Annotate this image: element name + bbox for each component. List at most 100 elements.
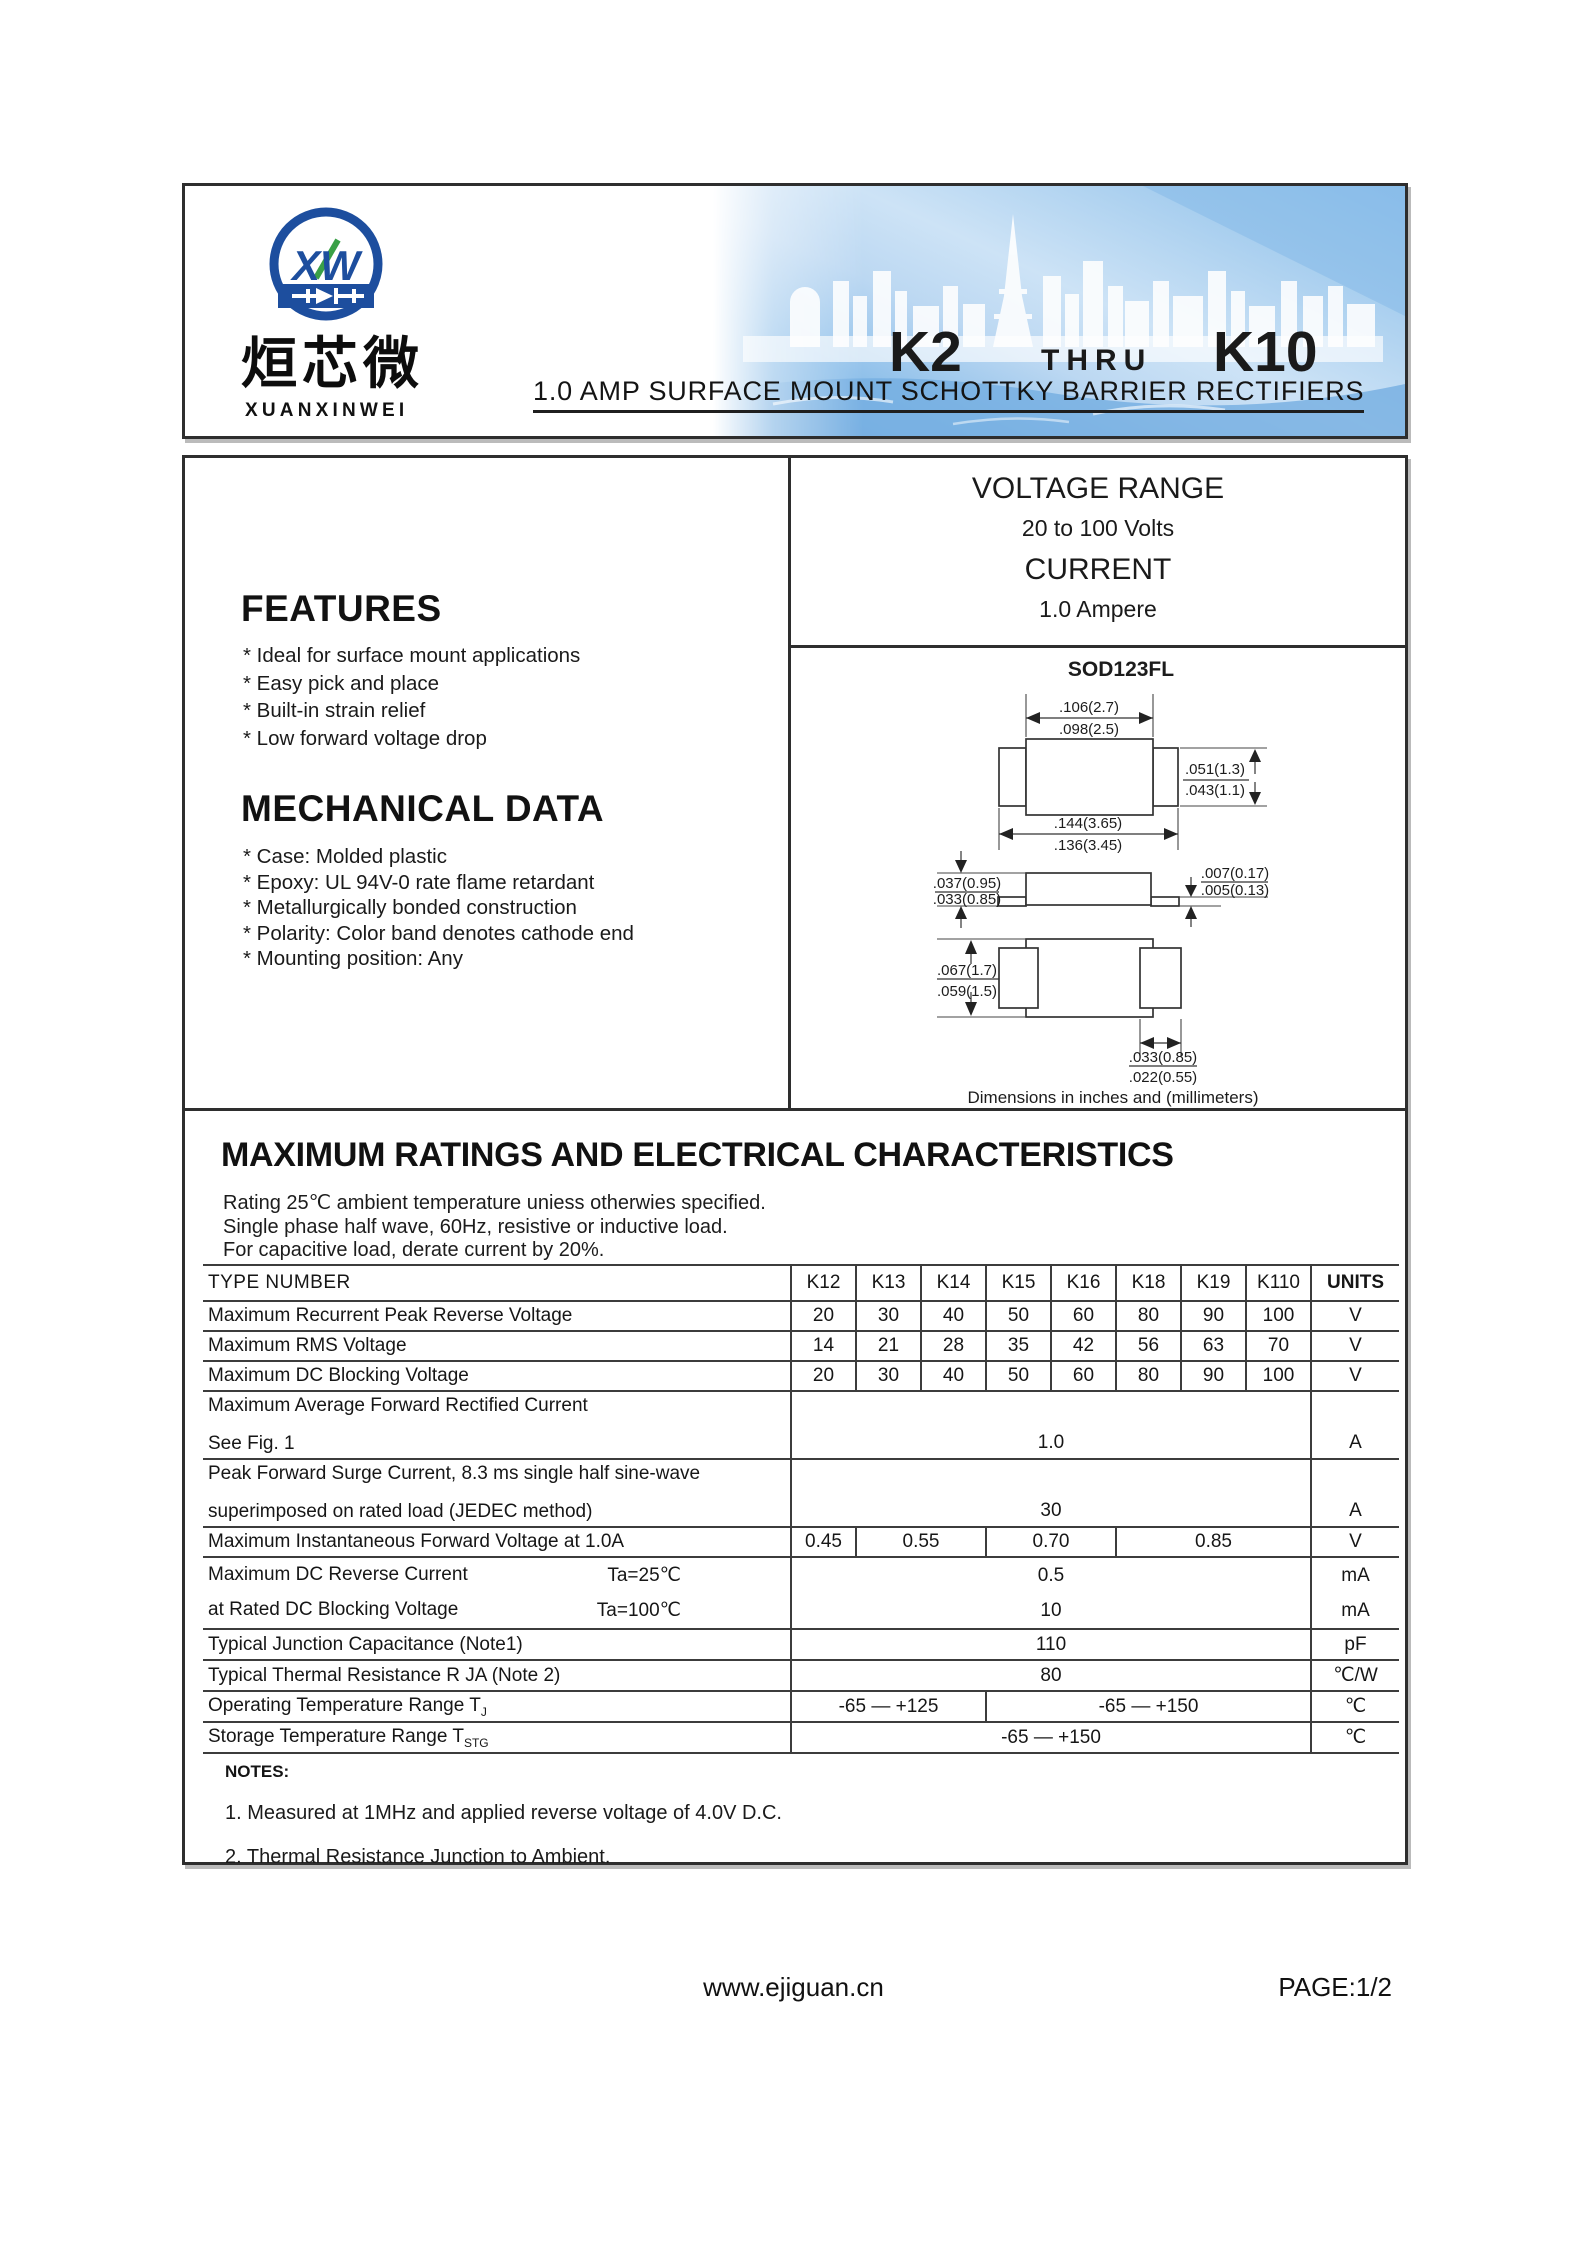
value-cell: 80 bbox=[1115, 1301, 1181, 1332]
type-col-header: K13 bbox=[855, 1264, 921, 1302]
table-row: Maximum Average Forward Rectified Curren… bbox=[203, 1391, 1399, 1460]
value-cell: 0.5 bbox=[790, 1557, 1311, 1593]
value-cell: 0.85 bbox=[1115, 1527, 1311, 1558]
current-value: 1.0 Ampere bbox=[1039, 596, 1157, 622]
row-label-text: Operating Temperature Range T bbox=[208, 1694, 481, 1716]
value-cell: 21 bbox=[855, 1331, 921, 1362]
value-cell: 60 bbox=[1050, 1301, 1116, 1332]
mechanical-item: * Epoxy: UL 94V-0 rate flame retardant bbox=[243, 870, 595, 894]
value-cell: 80 bbox=[1115, 1361, 1181, 1392]
table-row: Typical Junction Capacitance (Note1) 110… bbox=[203, 1629, 1399, 1661]
current-label: CURRENT bbox=[1024, 553, 1172, 586]
value-cell: 30 bbox=[855, 1301, 921, 1332]
table-row: Peak Forward Surge Current, 8.3 ms singl… bbox=[203, 1459, 1399, 1528]
dim-body-width-mm: .098(2.5) bbox=[1059, 721, 1119, 738]
units-header: UNITS bbox=[1310, 1264, 1399, 1302]
features-list: * Ideal for surface mount applications *… bbox=[243, 642, 580, 752]
row-label-subscript: J bbox=[480, 1704, 487, 1719]
ratings-title: MAXIMUM RATINGS AND ELECTRICAL CHARACTER… bbox=[221, 1136, 1174, 1174]
footer-page-number: PAGE:1/2 bbox=[1278, 1972, 1392, 2002]
row-label: Maximum DC Blocking Voltage bbox=[203, 1361, 792, 1392]
type-col-header: K14 bbox=[920, 1264, 986, 1302]
row-condition: Ta=100℃ bbox=[596, 1600, 681, 1621]
type-col-header: K16 bbox=[1050, 1264, 1116, 1302]
company-logo: XW bbox=[269, 207, 383, 321]
value-cell: 0.55 bbox=[855, 1527, 986, 1558]
dim-pad-height-in: .067(1.7) bbox=[937, 962, 997, 979]
package-outline-drawing: SOD123FL .106(2.7) .098(2.5) .144(3.65) bbox=[933, 658, 1269, 1107]
product-subtitle: 1.0 AMP SURFACE MOUNT SCHOTTKY BARRIER R… bbox=[533, 376, 1365, 413]
value-cell: 100 bbox=[1245, 1361, 1311, 1392]
voltage-range-value: 20 to 100 Volts bbox=[1021, 515, 1175, 541]
logo-green-accent bbox=[313, 238, 341, 280]
table-row: Storage Temperature Range TSTG -65 — +15… bbox=[203, 1722, 1399, 1754]
value-cell: 14 bbox=[790, 1331, 856, 1362]
dim-side-thickness-in: .037(0.95) bbox=[933, 875, 1001, 892]
test-conditions: Rating 25℃ ambient temperature uniess ot… bbox=[223, 1192, 766, 1263]
dim-lead-thickness-mm: .005(0.13) bbox=[1201, 882, 1269, 899]
unit-cell: A bbox=[1310, 1391, 1399, 1460]
skyline-graphic bbox=[713, 186, 1405, 436]
value-cell: 20 bbox=[790, 1301, 856, 1332]
unit-cell: mA bbox=[1310, 1557, 1399, 1593]
condition-line: Rating 25℃ ambient temperature uniess ot… bbox=[223, 1192, 766, 1214]
value-cell: 30 bbox=[790, 1459, 1311, 1528]
part-range-end: K10 bbox=[1213, 320, 1318, 384]
value-cell: 20 bbox=[790, 1361, 856, 1392]
value-cell: 80 bbox=[790, 1660, 1311, 1692]
row-label: Peak Forward Surge Current, 8.3 ms singl… bbox=[203, 1459, 792, 1528]
dim-lead-span-in: .144(3.65) bbox=[1054, 815, 1122, 832]
summary-panel: VOLTAGE RANGE 20 to 100 Volts CURRENT 1.… bbox=[791, 458, 1405, 648]
row-label: at Rated DC Blocking Voltage Ta=100℃ bbox=[203, 1593, 792, 1630]
table-row: Maximum Instantaneous Forward Voltage at… bbox=[203, 1527, 1399, 1558]
mechanical-item: * Metallurgically bonded construction bbox=[243, 896, 577, 919]
feature-item: * Easy pick and place bbox=[243, 671, 440, 695]
unit-cell: ℃/W bbox=[1310, 1660, 1399, 1692]
row-label: Typical Thermal Resistance R JA (Note 2) bbox=[203, 1660, 792, 1692]
mechanical-data-list: * Case: Molded plastic * Epoxy: UL 94V-0… bbox=[243, 844, 634, 972]
features-panel: FEATURES * Ideal for surface mount appli… bbox=[185, 458, 791, 1108]
value-cell: 63 bbox=[1180, 1331, 1246, 1362]
diode-symbol-icon bbox=[278, 284, 374, 308]
value-cell: 30 bbox=[855, 1361, 921, 1392]
unit-cell: ℃ bbox=[1310, 1722, 1399, 1754]
value-cell: 110 bbox=[790, 1629, 1311, 1661]
value-cell: 1.0 bbox=[790, 1391, 1311, 1460]
package-drawing-panel: SOD123FL .106(2.7) .098(2.5) .144(3.65) bbox=[791, 648, 1405, 1108]
value-cell: 42 bbox=[1050, 1331, 1116, 1362]
mechanical-item: * Case: Molded plastic bbox=[243, 845, 447, 868]
notes-heading: NOTES: bbox=[225, 1762, 290, 1781]
dim-body-height-mm: .043(1.1) bbox=[1185, 782, 1245, 799]
type-col-header: K18 bbox=[1115, 1264, 1181, 1302]
table-row: Maximum RMS Voltage 14 21 28 35 42 56 63… bbox=[203, 1331, 1399, 1362]
condition-line: For capacitive load, derate current by 2… bbox=[223, 1239, 605, 1261]
value-cell: 90 bbox=[1180, 1361, 1246, 1392]
value-cell: 0.70 bbox=[985, 1527, 1116, 1558]
unit-cell: V bbox=[1310, 1331, 1399, 1362]
type-col-header: K15 bbox=[985, 1264, 1051, 1302]
package-name: SOD123FL bbox=[1068, 658, 1174, 681]
mechanical-item: * Mounting position: Any bbox=[243, 947, 463, 970]
table-row: Maximum Recurrent Peak Reverse Voltage 2… bbox=[203, 1301, 1399, 1332]
value-cell: 56 bbox=[1115, 1331, 1181, 1362]
row-label: Maximum Average Forward Rectified Curren… bbox=[203, 1391, 792, 1460]
header-box: XW 烜芯微 XUANXINWEI K2 THRU K10 1.0 AMP SU… bbox=[182, 183, 1408, 439]
row-label-text: at Rated DC Blocking Voltage bbox=[208, 1599, 459, 1620]
value-cell: 28 bbox=[920, 1331, 986, 1362]
value-cell: -65 — +150 bbox=[790, 1722, 1311, 1754]
row-label-line2: superimposed on rated load (JEDEC method… bbox=[208, 1501, 593, 1522]
dim-pad-width-in: .033(0.85) bbox=[1129, 1049, 1197, 1066]
unit-cell: mA bbox=[1310, 1593, 1399, 1630]
table-header-row: TYPE NUMBER K12 K13 K14 K15 K16 K18 K19 … bbox=[203, 1264, 1399, 1302]
mechanical-item: * Polarity: Color band denotes cathode e… bbox=[243, 921, 634, 945]
row-label: Maximum Instantaneous Forward Voltage at… bbox=[203, 1527, 792, 1558]
unit-cell: V bbox=[1310, 1527, 1399, 1558]
dim-body-width-in: .106(2.7) bbox=[1059, 699, 1119, 716]
value-cell: 50 bbox=[985, 1361, 1051, 1392]
value-cell: 50 bbox=[985, 1301, 1051, 1332]
mechanical-data-heading: MECHANICAL DATA bbox=[241, 788, 605, 829]
row-label-line1: Maximum Average Forward Rectified Curren… bbox=[208, 1395, 588, 1416]
row-label-text: Maximum DC Reverse Current bbox=[208, 1564, 468, 1585]
value-cell: 10 bbox=[790, 1593, 1311, 1630]
